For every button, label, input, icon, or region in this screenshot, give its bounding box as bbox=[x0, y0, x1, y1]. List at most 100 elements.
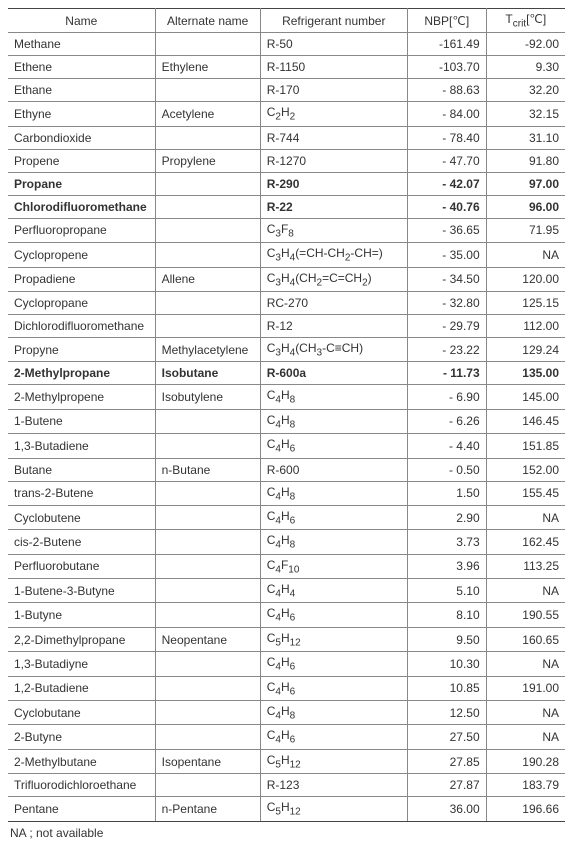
cell-tcrit: 71.95 bbox=[486, 218, 565, 242]
cell-name: 2-Methylpropene bbox=[8, 385, 155, 409]
cell-name: Methane bbox=[8, 33, 155, 56]
cell-ref: R-123 bbox=[260, 774, 407, 797]
cell-alt: n-Pentane bbox=[155, 797, 260, 821]
cell-tcrit: 91.80 bbox=[486, 149, 565, 172]
cell-tcrit: 96.00 bbox=[486, 195, 565, 218]
cell-alt bbox=[155, 243, 260, 267]
col-header-nbp: NBP[℃] bbox=[407, 9, 486, 33]
cell-name: Cyclopropane bbox=[8, 291, 155, 314]
table-row: cis-2-ButeneC4H83.73162.45 bbox=[8, 530, 565, 554]
cell-name: Perfluoropropane bbox=[8, 218, 155, 242]
cell-alt: Neopentane bbox=[155, 627, 260, 651]
cell-name: Ethene bbox=[8, 56, 155, 79]
cell-name: Ethyne bbox=[8, 102, 155, 126]
cell-ref: C4H8 bbox=[260, 385, 407, 409]
cell-nbp: - 29.79 bbox=[407, 314, 486, 337]
cell-nbp: -161.49 bbox=[407, 33, 486, 56]
cell-name: Pentane bbox=[8, 797, 155, 821]
cell-alt bbox=[155, 481, 260, 505]
table-row: PropenePropyleneR-1270- 47.7091.80 bbox=[8, 149, 565, 172]
cell-tcrit: 155.45 bbox=[486, 481, 565, 505]
cell-ref: C3H4(CH2=C=CH2) bbox=[260, 267, 407, 291]
table-row: CyclobutaneC4H812.50NA bbox=[8, 701, 565, 725]
table-row: 1,2-ButadieneC4H610.85191.00 bbox=[8, 676, 565, 700]
cell-name: 2,2-Dimethylpropane bbox=[8, 627, 155, 651]
table-row: PropaneR-290- 42.0797.00 bbox=[8, 172, 565, 195]
cell-name: Cyclobutane bbox=[8, 701, 155, 725]
table-footnote: NA ; not available bbox=[8, 822, 565, 840]
cell-alt bbox=[155, 774, 260, 797]
table-header-row: Name Alternate name Refrigerant number N… bbox=[8, 9, 565, 33]
cell-ref: RC-270 bbox=[260, 291, 407, 314]
table-row: ChlorodifluoromethaneR-22- 40.7696.00 bbox=[8, 195, 565, 218]
cell-tcrit: NA bbox=[486, 579, 565, 603]
cell-nbp: 36.00 bbox=[407, 797, 486, 821]
cell-tcrit: 162.45 bbox=[486, 530, 565, 554]
cell-name: 1-Butene-3-Butyne bbox=[8, 579, 155, 603]
cell-nbp: 2.90 bbox=[407, 505, 486, 529]
cell-alt: Isobutane bbox=[155, 362, 260, 385]
cell-nbp: 1.50 bbox=[407, 481, 486, 505]
cell-tcrit: 125.15 bbox=[486, 291, 565, 314]
cell-tcrit: 135.00 bbox=[486, 362, 565, 385]
cell-alt bbox=[155, 505, 260, 529]
col-header-name: Name bbox=[8, 9, 155, 33]
cell-name: 2-Butyne bbox=[8, 725, 155, 749]
cell-tcrit: 145.00 bbox=[486, 385, 565, 409]
cell-ref: R-22 bbox=[260, 195, 407, 218]
cell-tcrit: 97.00 bbox=[486, 172, 565, 195]
cell-nbp: 3.73 bbox=[407, 530, 486, 554]
cell-tcrit: 112.00 bbox=[486, 314, 565, 337]
cell-ref: R-12 bbox=[260, 314, 407, 337]
cell-alt bbox=[155, 314, 260, 337]
cell-tcrit: 191.00 bbox=[486, 676, 565, 700]
cell-ref: C4F10 bbox=[260, 554, 407, 578]
cell-tcrit: NA bbox=[486, 652, 565, 676]
cell-nbp: - 4.40 bbox=[407, 434, 486, 458]
cell-tcrit: 196.66 bbox=[486, 797, 565, 821]
cell-alt: Propylene bbox=[155, 149, 260, 172]
cell-name: Propane bbox=[8, 172, 155, 195]
cell-ref: C4H8 bbox=[260, 530, 407, 554]
cell-alt bbox=[155, 195, 260, 218]
refrigerant-table: Name Alternate name Refrigerant number N… bbox=[8, 8, 565, 822]
table-row: CyclopropaneRC-270- 32.80125.15 bbox=[8, 291, 565, 314]
cell-tcrit: NA bbox=[486, 701, 565, 725]
cell-ref: C3H4(=CH-CH2-CH=) bbox=[260, 243, 407, 267]
cell-alt bbox=[155, 652, 260, 676]
cell-nbp: - 6.26 bbox=[407, 409, 486, 433]
cell-nbp: - 88.63 bbox=[407, 79, 486, 102]
table-row: CyclobuteneC4H62.90NA bbox=[8, 505, 565, 529]
cell-name: 1-Butene bbox=[8, 409, 155, 433]
cell-nbp: 27.85 bbox=[407, 749, 486, 773]
cell-name: 2-Methylbutane bbox=[8, 749, 155, 773]
cell-nbp: 8.10 bbox=[407, 603, 486, 627]
cell-nbp: - 34.50 bbox=[407, 267, 486, 291]
cell-ref: R-1150 bbox=[260, 56, 407, 79]
table-row: 1-ButeneC4H8- 6.26146.45 bbox=[8, 409, 565, 433]
cell-nbp: -103.70 bbox=[407, 56, 486, 79]
cell-alt bbox=[155, 530, 260, 554]
cell-tcrit: 120.00 bbox=[486, 267, 565, 291]
cell-alt bbox=[155, 291, 260, 314]
cell-ref: C5H12 bbox=[260, 749, 407, 773]
table-row: 1,3-ButadiyneC4H610.30NA bbox=[8, 652, 565, 676]
cell-name: Chlorodifluoromethane bbox=[8, 195, 155, 218]
cell-tcrit: 129.24 bbox=[486, 337, 565, 361]
cell-name: Trifluorodichloroethane bbox=[8, 774, 155, 797]
table-row: trans-2-ButeneC4H81.50155.45 bbox=[8, 481, 565, 505]
cell-nbp: 9.50 bbox=[407, 627, 486, 651]
cell-alt bbox=[155, 79, 260, 102]
table-row: TrifluorodichloroethaneR-12327.87183.79 bbox=[8, 774, 565, 797]
cell-tcrit: 183.79 bbox=[486, 774, 565, 797]
table-row: 2-MethylpropeneIsobutyleneC4H8- 6.90145.… bbox=[8, 385, 565, 409]
col-header-tcrit: Tcrit[℃] bbox=[486, 9, 565, 33]
cell-alt bbox=[155, 701, 260, 725]
table-row: 1-Butene-3-ButyneC4H45.10NA bbox=[8, 579, 565, 603]
table-row: PerfluorobutaneC4F103.96113.25 bbox=[8, 554, 565, 578]
cell-nbp: - 6.90 bbox=[407, 385, 486, 409]
cell-tcrit: 32.20 bbox=[486, 79, 565, 102]
cell-alt bbox=[155, 676, 260, 700]
col-header-ref: Refrigerant number bbox=[260, 9, 407, 33]
table-row: 1,3-ButadieneC4H6- 4.40151.85 bbox=[8, 434, 565, 458]
